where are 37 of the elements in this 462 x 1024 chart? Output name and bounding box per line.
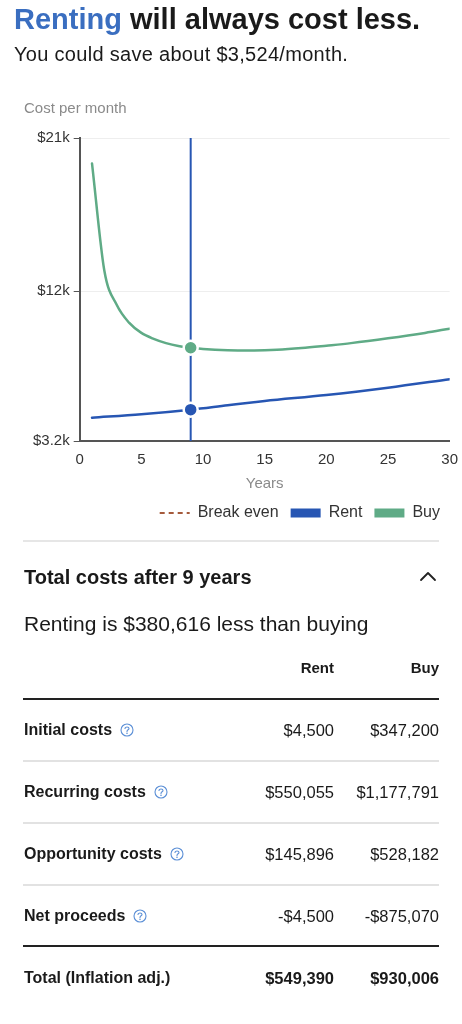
text: $1,177,791 <box>356 782 439 802</box>
text: $4,500 <box>283 720 334 740</box>
x-tick-label: 20 <box>317 450 335 468</box>
line-series <box>90 377 450 419</box>
x-tick-label: 0 <box>75 450 84 468</box>
text: Total (Inflation adj.) <box>24 968 171 988</box>
x-tick-label: 5 <box>137 450 146 468</box>
text: Recurring costs <box>24 782 146 802</box>
x-axis-title: Years <box>245 474 284 492</box>
chart-subtitle: You could save about $3,524/month. <box>14 42 349 66</box>
text: $930,006 <box>370 968 439 988</box>
text: Total costs after 9 years <box>24 565 252 589</box>
y-tick-label: $12k <box>37 281 71 299</box>
y-tick-label: $21k <box>37 128 71 146</box>
chart-title: Renting will always cost less. <box>14 3 421 35</box>
text: Renting is $380,616 less than buying <box>24 612 369 636</box>
text: -$875,070 <box>364 906 439 926</box>
text: $145,896 <box>265 844 334 864</box>
text: $550,055 <box>265 782 334 802</box>
text: Rent <box>300 659 334 677</box>
legend-label: Break even <box>197 503 279 521</box>
legend-label: Rent <box>328 503 363 521</box>
y-tick-label: $3.2k <box>32 431 71 449</box>
text: Buy <box>410 659 439 677</box>
text: Opportunity costs <box>24 844 162 864</box>
text: Net proceeds <box>24 906 126 926</box>
text: $347,200 <box>370 720 439 740</box>
x-tick-label: 10 <box>194 450 212 468</box>
legend-label: Buy <box>412 503 441 521</box>
text: $549,390 <box>265 968 334 988</box>
text: Initial costs <box>24 720 113 740</box>
x-tick-label: 25 <box>379 450 397 468</box>
y-axis-title: Cost per month <box>24 99 127 117</box>
x-tick-label: 30 <box>441 450 458 468</box>
text: -$4,500 <box>278 906 334 926</box>
text: $528,182 <box>370 844 439 864</box>
x-tick-label: 15 <box>256 450 274 468</box>
